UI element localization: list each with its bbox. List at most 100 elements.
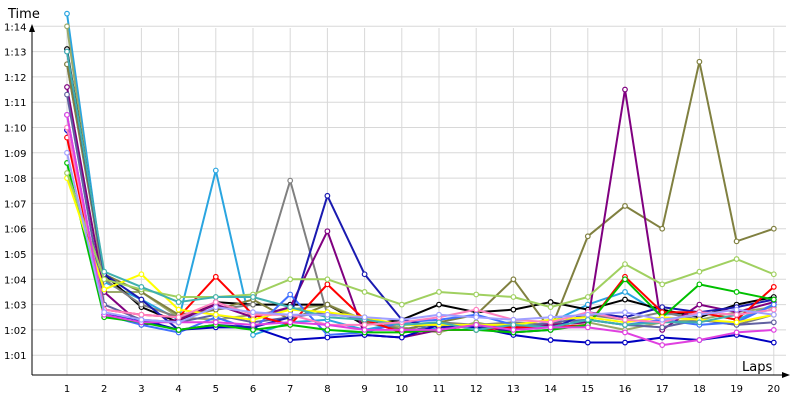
data-point [696,319,703,326]
data-point [473,327,480,333]
data-point [733,329,740,336]
data-point [138,271,145,278]
x-tick-label: 17 [656,384,669,395]
data-point [584,294,591,300]
x-tick-label: 2 [101,384,107,395]
x-tick-label: 7 [287,384,293,395]
data-point [250,321,256,328]
data-point [398,334,405,341]
data-point [101,276,108,283]
x-tick-label: 4 [175,384,181,395]
x-tick-label: 6 [250,384,256,395]
x-tick-label: 13 [507,384,520,395]
series-line [66,162,774,334]
data-point [64,170,70,176]
y-tick-label: 1:02 [4,326,26,337]
series-15 [64,48,777,333]
data-point [175,319,182,326]
y-tick-label: 1:06 [4,225,26,236]
data-point [287,319,294,326]
data-point [250,316,256,323]
data-point [770,319,777,326]
series-14 [64,170,777,311]
data-point [659,304,666,311]
data-point [324,321,331,328]
data-point [622,289,628,295]
series-line [66,114,774,347]
data-point [547,299,554,305]
data-point [250,332,256,338]
data-point [436,327,442,333]
data-point [324,311,331,318]
data-point [733,238,740,245]
data-point [770,311,777,318]
y-tick-label: 1:11 [4,98,26,109]
data-point [175,299,182,305]
data-point [622,203,628,209]
data-point [696,268,703,275]
data-point [138,296,145,303]
data-point [250,327,256,333]
data-point [436,319,442,326]
data-point [138,283,145,290]
data-point [696,301,703,308]
y-axis-title: Time [7,7,40,22]
data-point [622,309,628,316]
series-3 [64,46,777,328]
data-point [547,314,554,321]
y-tick-label: 1:12 [4,73,26,84]
data-point [510,294,517,300]
series-line [66,94,774,334]
series-line [66,86,775,339]
data-point [584,316,591,323]
series-18 [64,149,777,326]
data-point [175,314,182,321]
data-point [547,337,554,343]
data-point [510,306,517,313]
data-point [622,86,628,93]
x-axis-title: Laps [742,360,772,375]
data-point [696,311,703,318]
data-point [659,342,666,348]
data-point [212,273,219,280]
data-point [250,294,256,300]
y-tick-label: 1:01 [4,351,26,362]
data-point [547,319,554,326]
data-point [659,316,666,323]
data-point [659,324,666,331]
data-point [622,339,628,346]
data-point [436,301,442,308]
x-tick-label: 15 [581,384,594,395]
series-line [66,13,775,336]
data-point [324,327,331,333]
data-point [584,233,591,240]
y-tick-label: 1:05 [4,250,26,261]
data-point [584,311,591,318]
data-point [324,192,331,199]
data-point [138,301,145,308]
data-point [212,304,219,311]
x-tick-label: 10 [395,384,408,395]
data-point [770,301,777,308]
data-point [324,334,331,341]
data-point [101,268,108,275]
y-tick-label: 1:10 [4,124,26,135]
series-group [64,10,777,348]
data-point [212,294,219,300]
data-point [547,324,554,331]
data-point [287,177,294,184]
data-point [733,256,740,262]
x-tick-label: 1 [64,384,70,395]
data-point [473,291,480,298]
series-line [66,51,774,331]
series-line [66,152,774,324]
y-tick-label: 1:14 [4,22,26,33]
data-point [175,306,182,313]
data-point [770,339,777,346]
series-5 [64,58,777,333]
data-point [510,327,517,333]
data-point [64,149,70,156]
data-point [138,316,145,323]
data-point [361,327,368,333]
